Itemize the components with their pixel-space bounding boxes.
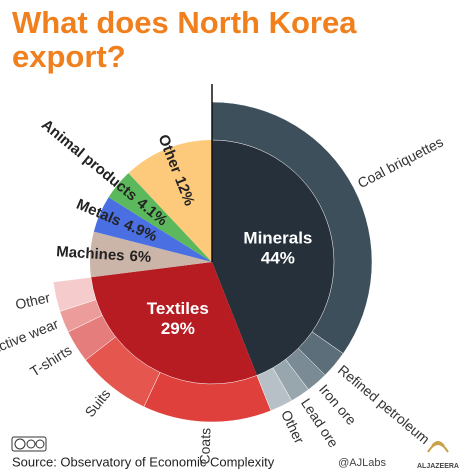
sub-label: Refined petroleum xyxy=(335,361,433,447)
source: Source: Observatory of Economic Complexi… xyxy=(12,454,275,469)
logo-mark xyxy=(427,441,449,453)
slice xyxy=(108,173,212,262)
sub-label: Suits xyxy=(81,386,113,420)
slice xyxy=(90,262,257,384)
slice-label: Machines 6% xyxy=(56,243,152,266)
slice xyxy=(128,140,212,262)
category-label: Machines xyxy=(56,243,125,264)
chart-title: What does North Korea export? xyxy=(12,5,357,74)
slice-label: Textiles 29% xyxy=(147,299,209,338)
value-label: 44% xyxy=(261,249,295,268)
category-label: Textiles xyxy=(147,299,209,318)
sub-label: Other xyxy=(14,289,52,312)
category-label: Minerals xyxy=(243,229,312,248)
sub-label: Coats xyxy=(196,428,213,465)
sub-label: Other xyxy=(278,407,308,446)
credit: @AJLabs xyxy=(338,457,386,469)
sub-slice xyxy=(52,277,97,312)
sub-label: T-shirts xyxy=(27,342,74,380)
slice xyxy=(89,231,212,278)
value-label: 29% xyxy=(161,319,195,338)
category-label: Animal products xyxy=(38,116,140,204)
slice xyxy=(212,140,334,376)
sub-slice xyxy=(211,101,373,354)
logo: ALJAZEERA xyxy=(417,463,459,470)
value-label: 6% xyxy=(129,248,152,266)
slice-label: Minerals 44% xyxy=(243,229,312,268)
cc-icon xyxy=(11,436,47,452)
slice xyxy=(93,197,212,262)
sub-label: Coal briquettes xyxy=(355,133,446,191)
